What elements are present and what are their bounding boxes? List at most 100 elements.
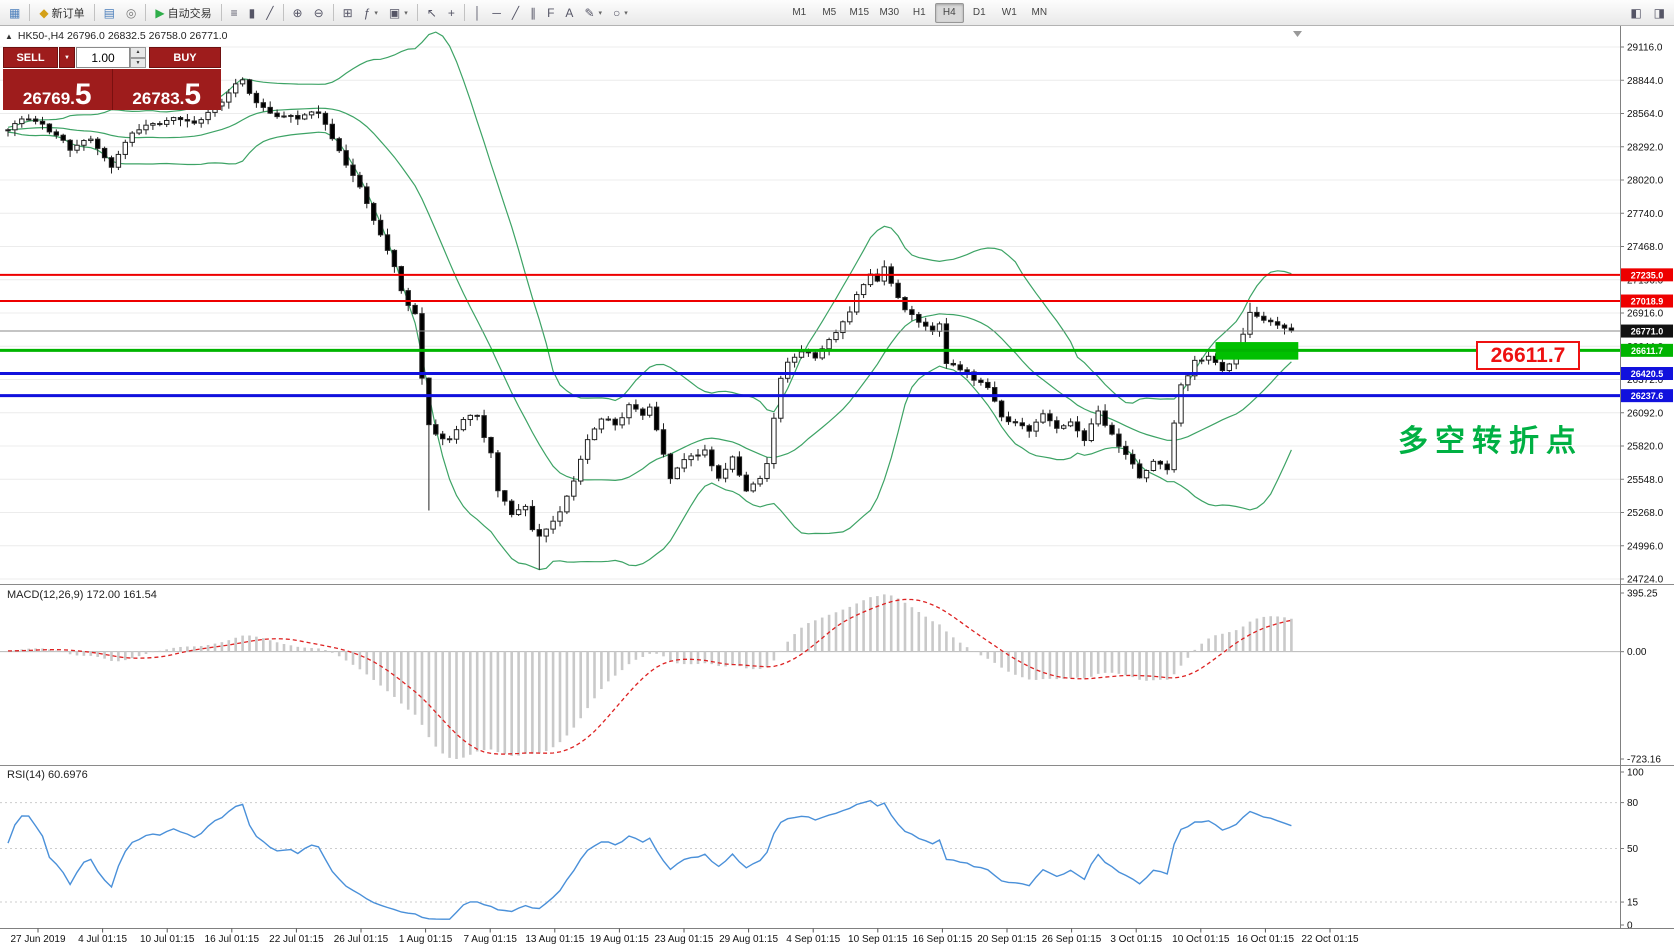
dock-window-button[interactable]: ◧ xyxy=(1625,2,1646,24)
svg-text:27235.0: 27235.0 xyxy=(1631,270,1664,280)
arrows-tool-button[interactable]: ✎ ▾ xyxy=(579,2,607,24)
timeframe-w1-button[interactable]: W1 xyxy=(1001,7,1017,18)
shapes-tool-button[interactable]: ○ ▾ xyxy=(608,2,633,24)
new-chart-icon: ▦ xyxy=(9,5,21,20)
timeframe-m5-button[interactable]: M5 xyxy=(822,7,837,18)
vertical-line-tool-button[interactable]: │ xyxy=(469,2,487,24)
volume-decrease-button[interactable]: ▼ xyxy=(130,57,146,68)
price-callout[interactable]: 26611.7 xyxy=(1476,341,1580,370)
svg-text:16 Sep 01:15: 16 Sep 01:15 xyxy=(913,934,973,945)
channel-tool-button[interactable]: ∥ xyxy=(525,2,541,24)
templates-button[interactable]: ▣ ▾ xyxy=(384,2,413,24)
zoom-in-button[interactable]: ⊕ xyxy=(288,2,308,24)
horizontal-line-tool-button[interactable]: ─ xyxy=(487,2,506,24)
autotrading-button[interactable]: ▶ 自动交易 xyxy=(150,2,216,24)
svg-text:10 Jul 01:15: 10 Jul 01:15 xyxy=(140,934,195,945)
market-watch-button[interactable]: ◎ xyxy=(121,2,141,24)
chart-profiles-button[interactable]: ▤ xyxy=(99,2,120,24)
svg-text:27468.0: 27468.0 xyxy=(1627,242,1664,253)
svg-text:26420.5: 26420.5 xyxy=(1631,369,1664,379)
buy-price-display[interactable]: 26783. 5 xyxy=(112,69,221,110)
timeframe-m30-button[interactable]: M30 xyxy=(879,7,899,18)
cursor-button[interactable]: ↖ xyxy=(422,2,442,24)
rsi-axis: 100 80 50 15 0 xyxy=(1620,768,1644,932)
fibonacci-tool-button[interactable]: F xyxy=(542,2,559,24)
crosshair-icon: + xyxy=(447,5,455,20)
sell-price-display[interactable]: 26769. 5 xyxy=(3,69,112,110)
line-chart-type-icon: ╱ xyxy=(266,5,274,20)
new-chart-button[interactable]: ▦ xyxy=(4,2,25,24)
timeframe-h4-button[interactable]: H4 xyxy=(934,2,964,23)
sell-price-pips: 5 xyxy=(74,77,92,111)
chart-canvas[interactable]: 29116.0 28844.0 28564.0 28292.0 28020.0 27740… xyxy=(0,26,1674,947)
one-click-trade-panel: SELL ▼ ▲ ▼ BUY 26769.5 26783.5 xyxy=(3,47,221,110)
buy-button[interactable]: BUY xyxy=(149,47,221,68)
toolbar-separator xyxy=(145,4,147,21)
svg-text:26372.0: 26372.0 xyxy=(1627,375,1664,386)
candlestick-chart-type-button[interactable]: ▮ xyxy=(244,2,261,24)
svg-text:16 Oct 01:15: 16 Oct 01:15 xyxy=(1237,934,1295,945)
vertical-line-tool-icon: │ xyxy=(473,5,482,20)
svg-text:25548.0: 25548.0 xyxy=(1627,475,1664,486)
timeframe-m1-button[interactable]: M1 xyxy=(792,7,807,18)
svg-text:19 Aug 01:15: 19 Aug 01:15 xyxy=(590,934,649,945)
symbol-info: ▲ HK50-,H4 26796.0 26832.5 26758.0 26771… xyxy=(5,30,228,42)
arrows-tool-caret-icon: ▾ xyxy=(598,9,603,17)
horizontal-lines[interactable]: 27235.0 27018.9 26771.0 26611.7 26420.5 26237… xyxy=(0,268,1673,403)
shapes-tool-icon: ○ xyxy=(613,5,621,20)
volume-input[interactable] xyxy=(76,47,130,68)
zoom-in-icon: ⊕ xyxy=(292,5,303,20)
sell-button[interactable]: SELL xyxy=(3,47,58,68)
rsi-panel xyxy=(0,799,1620,920)
macd-label: MACD(12,26,9) 172.00 161.54 xyxy=(7,589,157,601)
svg-text:29 Aug 01:15: 29 Aug 01:15 xyxy=(719,934,778,945)
bar-chart-type-button[interactable]: ≡ xyxy=(226,2,243,24)
svg-text:28564.0: 28564.0 xyxy=(1627,109,1664,120)
svg-text:4 Jul 01:15: 4 Jul 01:15 xyxy=(78,934,127,945)
macd-axis: 395.25 0.00 -723.16 xyxy=(1620,589,1661,766)
svg-text:24724.0: 24724.0 xyxy=(1627,575,1664,586)
svg-text:10 Oct 01:15: 10 Oct 01:15 xyxy=(1172,934,1230,945)
svg-text:13 Aug 01:15: 13 Aug 01:15 xyxy=(525,934,584,945)
autotrading-label: 自动交易 xyxy=(167,7,212,20)
volume-increase-button[interactable]: ▲ xyxy=(130,47,146,58)
svg-text:23 Aug 01:15: 23 Aug 01:15 xyxy=(655,934,714,945)
svg-text:26771.0: 26771.0 xyxy=(1631,327,1664,337)
svg-text:28292.0: 28292.0 xyxy=(1627,142,1664,153)
shapes-tool-caret-icon: ▾ xyxy=(624,9,628,17)
chart-shift-marker-icon[interactable] xyxy=(1293,31,1302,37)
svg-text:26916.0: 26916.0 xyxy=(1627,309,1664,320)
svg-text:7 Aug 01:15: 7 Aug 01:15 xyxy=(464,934,518,945)
timeframe-d1-button[interactable]: D1 xyxy=(972,7,986,18)
symbol-ohlc-text: HK50-,H4 26796.0 26832.5 26758.0 26771.0 xyxy=(17,30,228,42)
crosshair-button[interactable]: + xyxy=(443,2,460,24)
svg-text:80: 80 xyxy=(1627,798,1639,809)
text-tool-icon: A xyxy=(565,5,574,20)
timeframe-m15-button[interactable]: M15 xyxy=(849,7,869,18)
timeframe-mn-button[interactable]: MN xyxy=(1031,7,1048,18)
indicators-button[interactable]: ƒ ▾ xyxy=(359,2,383,24)
line-chart-type-button[interactable]: ╱ xyxy=(261,2,278,24)
dock-window-icon: ◧ xyxy=(1630,5,1642,20)
new-order-button[interactable]: ◆ 新订单 xyxy=(34,2,89,24)
tile-windows-button[interactable]: ⊞ xyxy=(338,2,358,24)
svg-text:10 Sep 01:15: 10 Sep 01:15 xyxy=(848,934,908,945)
svg-text:1 Aug 01:15: 1 Aug 01:15 xyxy=(399,934,453,945)
new-order-icon: ◆ xyxy=(39,5,49,20)
trade-options-dropdown[interactable]: ▼ xyxy=(59,47,75,68)
candlesticks xyxy=(5,77,1295,570)
svg-text:0: 0 xyxy=(1627,921,1633,932)
toolbar-separator xyxy=(93,4,95,21)
svg-text:27740.0: 27740.0 xyxy=(1627,209,1664,220)
fibonacci-tool-icon: F xyxy=(547,5,555,20)
toolbar-separator xyxy=(220,4,222,21)
trendline-tool-button[interactable]: ╱ xyxy=(507,2,524,24)
text-tool-button[interactable]: A xyxy=(560,2,578,24)
svg-text:26611.7: 26611.7 xyxy=(1631,346,1663,356)
svg-text:26092.0: 26092.0 xyxy=(1627,408,1664,419)
sell-price-main: 26769. xyxy=(22,89,75,108)
zoom-out-button[interactable]: ⊖ xyxy=(309,2,329,24)
timeframe-h1-button[interactable]: H1 xyxy=(912,7,926,18)
expand-window-button[interactable]: ◨ xyxy=(1649,2,1670,24)
indicators-caret-icon: ▾ xyxy=(374,9,378,17)
